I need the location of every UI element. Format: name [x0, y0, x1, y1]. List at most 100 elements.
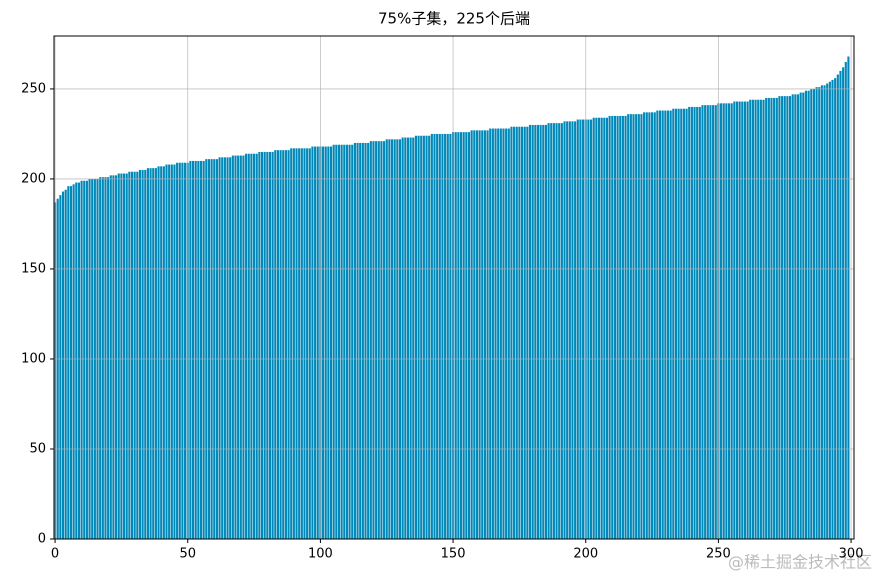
bar — [528, 124, 532, 539]
bar — [99, 177, 102, 539]
bar — [677, 108, 680, 539]
bar — [669, 110, 672, 539]
bar — [321, 146, 325, 539]
bar — [600, 117, 603, 539]
bar — [242, 155, 245, 540]
bar — [329, 146, 333, 539]
bar — [802, 92, 805, 539]
bar — [515, 126, 518, 539]
bar — [470, 130, 473, 539]
bar — [300, 148, 303, 539]
bar — [433, 133, 436, 539]
bar — [778, 96, 781, 539]
bar — [608, 115, 611, 540]
bar — [624, 115, 627, 540]
bar — [775, 97, 778, 540]
bar — [839, 70, 842, 540]
bar — [576, 119, 579, 539]
bar — [393, 139, 396, 540]
bar — [385, 139, 388, 540]
bar — [215, 159, 218, 539]
bar — [722, 103, 725, 539]
bar — [298, 148, 301, 539]
bar — [616, 115, 619, 540]
bar — [520, 126, 524, 539]
bar — [343, 144, 346, 539]
bar — [436, 133, 439, 539]
bar — [796, 94, 800, 539]
bar — [499, 128, 502, 539]
bar — [486, 130, 489, 539]
bar — [454, 132, 457, 539]
bar — [377, 141, 380, 539]
x-tick-label: 0 — [51, 547, 59, 562]
bar — [467, 132, 471, 539]
bar — [836, 74, 839, 540]
bar — [558, 123, 561, 540]
bar — [698, 106, 701, 540]
bar — [210, 159, 213, 539]
bar — [757, 99, 760, 539]
bar — [194, 160, 197, 539]
bar — [510, 126, 513, 539]
bar — [406, 137, 410, 540]
bar — [733, 101, 736, 539]
bar — [250, 153, 253, 540]
bar — [136, 171, 139, 540]
bar — [290, 148, 293, 539]
bar — [680, 108, 683, 539]
bar — [751, 99, 754, 539]
bar — [231, 155, 234, 540]
bar — [311, 146, 314, 539]
bar — [656, 110, 659, 539]
bar — [279, 150, 282, 539]
bar — [579, 119, 582, 539]
bar — [823, 85, 826, 539]
bar — [560, 123, 563, 540]
bar — [666, 110, 670, 539]
bar — [107, 177, 110, 539]
bar — [746, 101, 749, 539]
bar — [218, 157, 221, 539]
bar — [274, 150, 277, 539]
bar — [165, 164, 168, 539]
bar — [489, 128, 492, 539]
bar — [547, 123, 550, 540]
bar — [539, 124, 542, 539]
bar — [592, 117, 595, 539]
x-tick-label: 50 — [179, 547, 196, 562]
bar — [404, 137, 407, 540]
bar — [141, 169, 144, 540]
bar — [807, 90, 810, 540]
bar — [513, 126, 516, 539]
y-tick-label: 50 — [29, 441, 46, 456]
bar — [741, 101, 744, 539]
bar — [327, 146, 330, 539]
bar — [83, 180, 86, 539]
bar — [690, 106, 693, 540]
bar — [369, 141, 372, 539]
bar — [295, 148, 298, 539]
bar — [245, 153, 248, 540]
bar — [260, 151, 264, 539]
bar — [794, 94, 797, 539]
bar — [292, 148, 295, 539]
bar — [603, 117, 606, 539]
bar — [380, 141, 383, 539]
bar — [160, 166, 163, 539]
bar — [523, 126, 526, 539]
bar — [332, 144, 335, 539]
bar — [255, 153, 258, 540]
bar — [743, 101, 747, 539]
bar — [72, 184, 75, 539]
bar — [505, 128, 508, 539]
bar — [550, 123, 553, 540]
bar — [449, 133, 452, 539]
bar — [401, 137, 404, 540]
bar — [632, 114, 635, 540]
bar — [178, 162, 181, 539]
bar — [571, 121, 574, 540]
bar — [438, 133, 441, 539]
bar — [696, 106, 699, 540]
